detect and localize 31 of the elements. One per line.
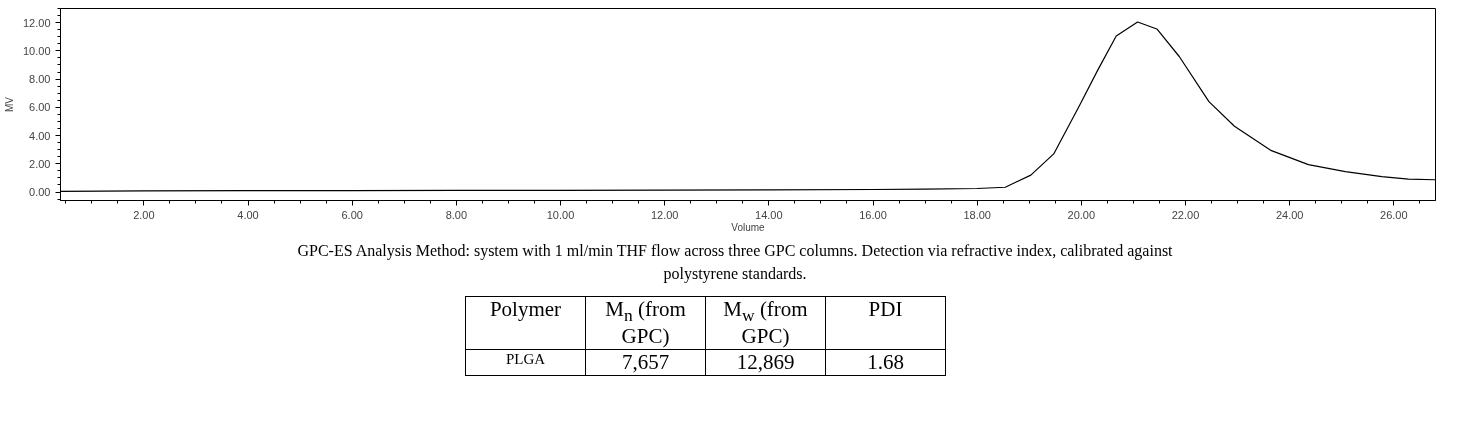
x-tick-label: 4.00 [237, 208, 259, 221]
x-tick-label: 12.00 [650, 208, 679, 221]
y-tick-label: 6.00 [29, 101, 51, 114]
y-tick-label: 10.00 [22, 44, 51, 57]
y-tick-label: 2.00 [29, 157, 51, 170]
text: 1.68 [825, 349, 946, 376]
text: PDI [825, 296, 946, 350]
y-tick-label: 4.00 [29, 129, 51, 142]
x-axis-title: Volume [731, 221, 766, 233]
text: Polymer [465, 296, 586, 350]
text: PLGA [465, 349, 586, 376]
x-tick-label: 22.00 [1171, 208, 1200, 221]
text: M$_{w}$ (from GPC) [705, 296, 826, 350]
x-tick-label: 6.00 [341, 208, 363, 221]
x-tick-label: 20.00 [1067, 208, 1096, 221]
text: M$_{n}$ (from GPC) [585, 296, 706, 350]
x-tick-label: 18.00 [963, 208, 991, 221]
text: 12,869 [705, 349, 826, 376]
x-tick-label: 2.00 [133, 208, 155, 221]
y-tick-label: 0.00 [29, 186, 51, 199]
text: 7,657 [585, 349, 706, 376]
x-tick-label: 26.00 [1380, 208, 1408, 221]
x-tick-label: 24.00 [1275, 208, 1304, 221]
x-tick-label: 10.00 [546, 208, 575, 221]
y-tick-label: 12.00 [22, 16, 51, 29]
y-tick-label: 8.00 [29, 73, 51, 86]
text: GPC-ES Analysis Method: system with 1 ml/min THF flow across three GPC columns. Detection via refractive index, calibrated against polystyrene standards. [296, 241, 1174, 285]
y-axis-title: MV [3, 96, 15, 112]
x-tick-label: 16.00 [859, 208, 887, 221]
x-tick-label: 14.00 [755, 208, 783, 221]
x-tick-label: 8.00 [445, 208, 468, 221]
